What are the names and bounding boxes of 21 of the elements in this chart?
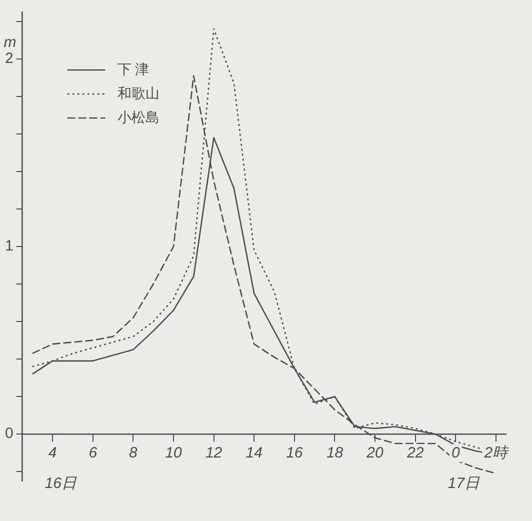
y-axis-title: m <box>4 34 16 52</box>
x-tick-label: 2時 <box>483 444 510 462</box>
x-tick-label: 6 <box>88 444 98 462</box>
legend-label: 下 津 <box>117 60 150 77</box>
x-tick-label: 14 <box>246 444 262 462</box>
y-tick-label: 2 <box>5 50 14 68</box>
x-tick-label: 4 <box>48 444 57 462</box>
annotation: 17日 <box>448 475 480 492</box>
x-tick-label: 22 <box>406 444 424 462</box>
annotation: 16日 <box>44 475 78 492</box>
x-tick-label: 0 <box>451 444 460 462</box>
x-tick-label: 10 <box>165 444 182 462</box>
x-tick-label: 12 <box>205 444 223 462</box>
x-tick-label: 8 <box>129 444 138 462</box>
x-tick-label: 20 <box>366 444 384 462</box>
x-tick-label: 16 <box>286 444 304 462</box>
y-tick-label: 1 <box>5 238 14 255</box>
legend-label: 和歌山 <box>117 84 160 101</box>
y-tick-label: 0 <box>5 425 14 442</box>
legend-label: 小松島 <box>117 108 160 125</box>
x-tick-label: 18 <box>326 444 344 462</box>
